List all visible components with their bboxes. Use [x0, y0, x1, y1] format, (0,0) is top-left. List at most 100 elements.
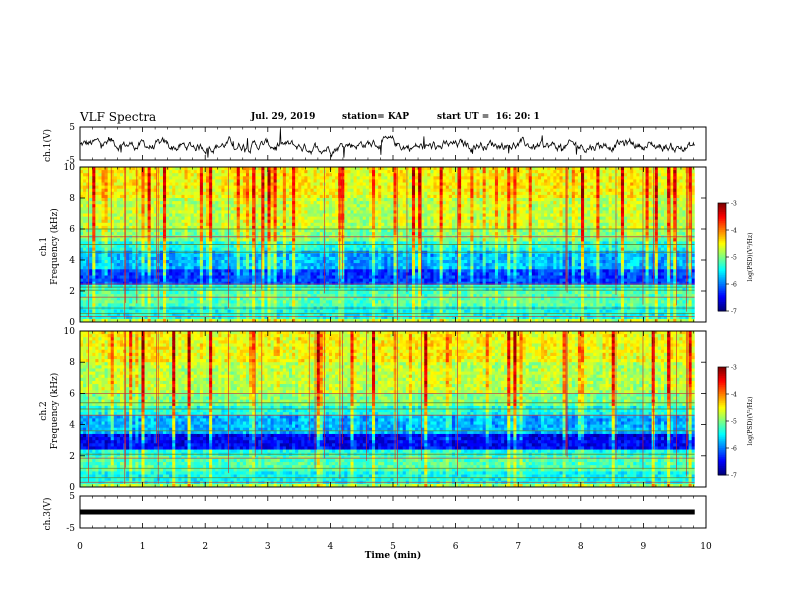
- spectrogram-cell: [126, 198, 130, 202]
- spectrogram-cell: [150, 281, 155, 286]
- spectrogram-cell: [230, 170, 235, 174]
- spectrogram-cell: [285, 185, 290, 190]
- spectrogram-cell: [132, 179, 136, 183]
- spectrogram-cell: [328, 207, 333, 211]
- spectrogram-cell: [80, 318, 84, 323]
- spectrogram-cell: [141, 312, 145, 317]
- spectrogram-cell: [119, 182, 124, 186]
- spectrogram-cell: [335, 173, 339, 177]
- spectrogram-cell: [316, 201, 321, 205]
- spectrogram-cell: [236, 269, 241, 273]
- spectrogram-cell: [193, 272, 198, 276]
- spectrogram-cell: [206, 263, 210, 267]
- spectrogram-cell: [184, 222, 188, 227]
- spectrogram-cell: [233, 201, 238, 205]
- spectrogram-cell: [162, 198, 167, 202]
- spectrogram-cell: [233, 284, 238, 289]
- spectrogram-cell: [292, 315, 296, 320]
- spectrogram-cell: [273, 238, 278, 242]
- spectrogram-cell: [273, 182, 278, 186]
- spectrogram-cell: [261, 198, 265, 202]
- spectrogram-cell: [258, 294, 262, 298]
- spectrogram-cell: [227, 263, 232, 267]
- spectrogram-cell: [126, 216, 130, 221]
- spectrogram-cell: [304, 284, 308, 289]
- spectrogram-cell: [150, 238, 155, 242]
- spectrogram-cell: [359, 232, 364, 236]
- spectrogram-cell: [80, 210, 84, 214]
- spectrogram-cell: [126, 284, 130, 289]
- spectrogram-cell: [347, 188, 351, 193]
- spectrogram-cell: [150, 222, 155, 227]
- spectrogram-cell: [344, 260, 348, 264]
- spectrogram-cell: [378, 170, 382, 174]
- spectrogram-cell: [356, 300, 361, 304]
- spectrogram-cell: [206, 318, 210, 323]
- spectrogram-cell: [362, 312, 367, 317]
- spectrogram-cell: [98, 219, 102, 224]
- spectrogram-cell: [126, 318, 130, 323]
- spectrogram-cell: [325, 194, 330, 199]
- spectrogram-cell: [230, 179, 235, 183]
- spectrogram-cell: [276, 287, 281, 292]
- spectrogram-cell: [206, 309, 210, 314]
- spectrogram-cell: [162, 253, 167, 258]
- spectrogram-cell: [282, 284, 287, 289]
- spectrogram-cell: [89, 278, 93, 283]
- spectrogram-cell: [261, 253, 265, 258]
- spectrogram-cell: [83, 176, 87, 180]
- spectrogram-cell: [150, 232, 155, 236]
- spectrogram-cell: [107, 179, 112, 183]
- spectrogram-cell: [113, 281, 118, 286]
- spectrogram-cell: [199, 185, 204, 190]
- spectrogram-cell: [101, 179, 105, 183]
- spectrogram-cell: [209, 269, 213, 273]
- spectrogram-cell: [199, 275, 204, 279]
- spectrogram-cell: [95, 238, 99, 242]
- spectrogram-cell: [368, 194, 373, 199]
- spectrogram-cell: [129, 272, 133, 276]
- spectrogram-cell: [190, 176, 195, 180]
- spectrogram-cell: [353, 185, 358, 190]
- spectrogram-cell: [353, 182, 358, 186]
- spectrogram-cell: [221, 225, 225, 230]
- spectrogram-cell: [353, 291, 358, 295]
- spectrogram-cell: [147, 278, 152, 283]
- spectrogram-cell: [166, 219, 170, 224]
- spectrogram-cell: [316, 185, 321, 190]
- spectrogram-cell: [184, 256, 188, 261]
- spectrogram-cell: [359, 179, 364, 183]
- ch1-waveform-panel: 5-5ch.1(V): [42, 123, 707, 166]
- spectrogram-cell: [166, 303, 170, 307]
- spectrogram-cell: [80, 303, 84, 307]
- spectrogram-cell: [199, 263, 204, 267]
- spectrogram-cell: [86, 241, 90, 245]
- spectrogram-cell: [313, 170, 318, 174]
- spectrogram-cell: [273, 291, 278, 295]
- spectrogram-cell: [347, 229, 351, 233]
- spectrogram-cell: [80, 225, 84, 230]
- spectrogram-cell: [178, 269, 182, 273]
- spectrogram-cell: [150, 309, 155, 314]
- spectrogram-cell: [289, 315, 293, 320]
- spectrogram-cell: [267, 188, 271, 193]
- spectrogram-cell: [166, 312, 170, 317]
- spectrogram-cell: [138, 173, 142, 177]
- spectrogram-cell: [159, 229, 164, 233]
- spectrogram-cell: [206, 232, 210, 236]
- spectrogram-cell: [129, 232, 133, 236]
- spectrogram-cell: [166, 241, 170, 245]
- spectrogram-cell: [242, 213, 247, 217]
- spectrogram-cell: [196, 241, 201, 245]
- spectrogram-cell: [249, 185, 253, 190]
- spectrogram-cell: [335, 266, 339, 270]
- spectrogram-cell: [328, 173, 333, 177]
- spectrogram-cell: [255, 229, 259, 233]
- spectrogram-cell: [233, 194, 238, 199]
- spectrogram-cell: [150, 170, 155, 174]
- spectrogram-cell: [328, 256, 333, 261]
- spectrogram-cell: [162, 297, 167, 301]
- spectrogram-cell: [365, 253, 370, 258]
- spectrogram-cell: [206, 201, 210, 205]
- spectrogram-cell: [289, 275, 293, 279]
